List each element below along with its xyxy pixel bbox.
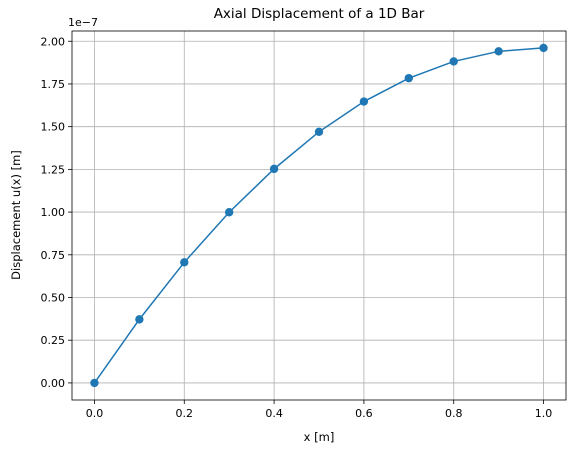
- y-tick-label: 2.00: [41, 35, 66, 48]
- y-axis-ticks: 0.00 0.25 0.50 0.75 1.00 1.25 1.50 1.75 2.00: [41, 35, 72, 390]
- y-axis-label: Displacement u(x) [m]: [9, 150, 23, 280]
- data-point: [180, 258, 189, 267]
- x-tick-label: 0.4: [265, 407, 283, 420]
- x-tick-label: 0.6: [355, 407, 373, 420]
- y-tick-label: 1.50: [41, 121, 66, 134]
- data-point: [404, 73, 414, 83]
- y-tick-label: 0.25: [41, 334, 66, 347]
- y-axis-offset-label: 1e−7: [68, 16, 98, 29]
- y-tick-label: 1.25: [41, 163, 66, 176]
- chart-title: Axial Displacement of a 1D Bar: [214, 6, 425, 22]
- x-tick-label: 0.0: [86, 407, 104, 420]
- data-point: [90, 378, 99, 388]
- data-point: [359, 97, 369, 106]
- series-line: [93, 47, 544, 384]
- data-point: [539, 43, 548, 53]
- data-point: [135, 315, 144, 324]
- x-tick-label: 0.8: [445, 407, 463, 420]
- y-tick-label: 0.75: [41, 249, 66, 262]
- data-point: [269, 164, 279, 174]
- x-axis-ticks: 0.0 0.2 0.4 0.6 0.8 1.0: [86, 400, 553, 420]
- data-point: [314, 127, 324, 136]
- y-tick-label: 0.00: [41, 377, 66, 390]
- y-tick-label: 0.50: [41, 292, 66, 305]
- y-tick-label: 1.00: [41, 206, 66, 219]
- plot-area-frame: [71, 30, 567, 401]
- data-point: [494, 47, 503, 56]
- data-point: [224, 208, 234, 217]
- x-tick-label: 0.2: [176, 407, 194, 420]
- x-axis-label: x [m]: [304, 430, 335, 444]
- series-layer: [90, 43, 548, 388]
- data-point: [449, 57, 458, 66]
- y-tick-label: 1.75: [41, 78, 66, 91]
- x-tick-label: 1.0: [535, 407, 553, 420]
- grid-lines: [72, 31, 566, 400]
